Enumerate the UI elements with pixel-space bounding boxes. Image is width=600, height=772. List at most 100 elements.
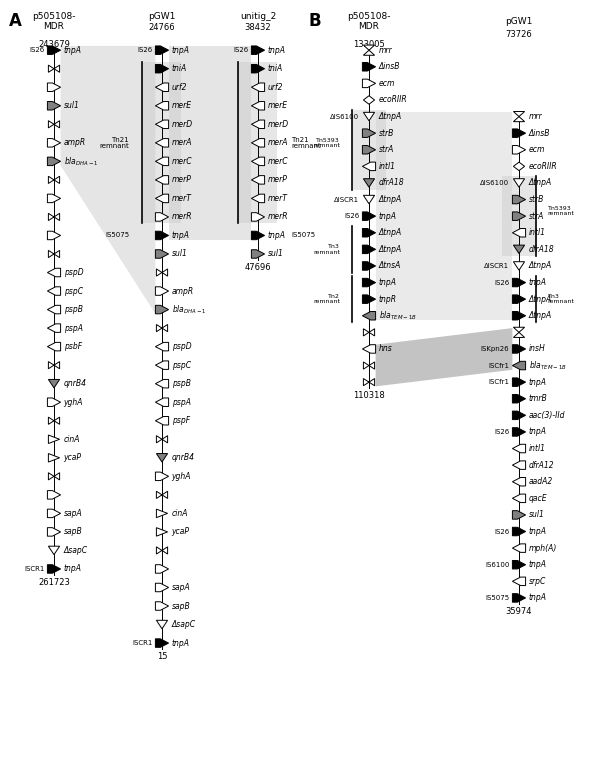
Text: tnpA: tnpA	[64, 46, 82, 55]
Text: tnpA: tnpA	[172, 46, 190, 55]
Text: pspD: pspD	[172, 342, 191, 351]
Text: ΔtnpA: ΔtnpA	[379, 245, 402, 254]
Text: mrr: mrr	[379, 46, 392, 55]
Text: ΔIS6100: ΔIS6100	[480, 180, 509, 186]
Text: 15: 15	[157, 652, 167, 662]
Text: pspB: pspB	[64, 305, 83, 314]
Polygon shape	[155, 398, 169, 406]
Text: strA: strA	[379, 145, 394, 154]
Text: pGW1: pGW1	[505, 17, 533, 26]
Text: ISCfr1: ISCfr1	[488, 363, 509, 368]
Text: urf2: urf2	[172, 83, 187, 92]
Text: 47696: 47696	[245, 263, 271, 273]
FancyBboxPatch shape	[502, 176, 536, 256]
Text: strB: strB	[379, 129, 394, 137]
Text: $bla_{DHA-1}$: $bla_{DHA-1}$	[172, 303, 206, 316]
Text: Tn3
remnant: Tn3 remnant	[313, 244, 340, 255]
Polygon shape	[251, 157, 265, 165]
Polygon shape	[47, 287, 61, 295]
Text: tnpA: tnpA	[172, 638, 190, 648]
Text: A: A	[9, 12, 22, 29]
Text: strA: strA	[529, 212, 544, 221]
Text: IS26: IS26	[137, 47, 152, 53]
Text: tnpA: tnpA	[64, 564, 82, 574]
Text: intl1: intl1	[529, 229, 545, 237]
Polygon shape	[512, 577, 526, 585]
FancyBboxPatch shape	[143, 62, 181, 223]
Text: ecm: ecm	[379, 79, 395, 88]
Polygon shape	[512, 511, 526, 519]
Polygon shape	[47, 398, 61, 406]
Polygon shape	[362, 212, 376, 220]
Polygon shape	[49, 176, 59, 184]
Text: urf2: urf2	[268, 83, 283, 92]
Text: IS26: IS26	[233, 47, 248, 53]
FancyBboxPatch shape	[352, 110, 386, 189]
Polygon shape	[512, 477, 526, 486]
Text: aac(3)-IId: aac(3)-IId	[529, 411, 565, 420]
Text: IS26: IS26	[344, 213, 359, 219]
Polygon shape	[155, 212, 169, 221]
Text: merA: merA	[268, 138, 288, 147]
Text: sul1: sul1	[529, 510, 544, 520]
Polygon shape	[512, 361, 526, 370]
Polygon shape	[512, 461, 526, 469]
Text: tniA: tniA	[268, 64, 283, 73]
Polygon shape	[155, 231, 169, 239]
Text: unitig_2: unitig_2	[240, 12, 276, 21]
Text: merC: merC	[268, 157, 288, 166]
Polygon shape	[364, 45, 374, 50]
Polygon shape	[514, 332, 524, 337]
Polygon shape	[49, 250, 59, 258]
Polygon shape	[47, 491, 61, 499]
Polygon shape	[47, 83, 61, 91]
Text: ΔinsB: ΔinsB	[379, 63, 400, 71]
Polygon shape	[47, 528, 61, 536]
Polygon shape	[362, 344, 376, 353]
Text: merE: merE	[268, 101, 288, 110]
Text: merP: merP	[268, 175, 287, 185]
Polygon shape	[49, 435, 59, 443]
Text: ycaP: ycaP	[172, 527, 190, 537]
Polygon shape	[47, 46, 61, 54]
Polygon shape	[364, 378, 374, 386]
Text: ecm: ecm	[529, 145, 545, 154]
Polygon shape	[157, 491, 167, 499]
Text: $bla_{TEM-1B}$: $bla_{TEM-1B}$	[379, 310, 417, 322]
Text: $bla_{TEM-1B}$: $bla_{TEM-1B}$	[529, 359, 567, 372]
Text: tmrB: tmrB	[529, 394, 547, 403]
Polygon shape	[47, 231, 61, 239]
Polygon shape	[155, 138, 169, 147]
Polygon shape	[155, 416, 169, 425]
Text: qnrB4: qnrB4	[64, 379, 86, 388]
Text: p505108-
MDR: p505108- MDR	[32, 12, 76, 31]
Polygon shape	[155, 175, 169, 184]
Text: Tn2
remnant: Tn2 remnant	[313, 294, 340, 304]
Polygon shape	[362, 278, 376, 286]
Polygon shape	[362, 262, 376, 270]
Text: pspA: pspA	[172, 398, 191, 407]
Text: tnpA: tnpA	[172, 231, 190, 240]
Text: ΔtnpA: ΔtnpA	[529, 311, 552, 320]
Polygon shape	[364, 50, 374, 56]
Polygon shape	[49, 361, 59, 369]
Text: ΔsapC: ΔsapC	[172, 620, 196, 629]
Text: yghA: yghA	[64, 398, 83, 407]
Polygon shape	[155, 64, 169, 73]
Polygon shape	[512, 411, 526, 419]
Text: merT: merT	[172, 194, 191, 203]
Text: ΔISCR1: ΔISCR1	[484, 263, 509, 269]
Text: merR: merR	[172, 212, 192, 222]
Polygon shape	[157, 620, 167, 628]
Polygon shape	[512, 295, 526, 303]
Polygon shape	[512, 527, 526, 536]
Polygon shape	[362, 245, 376, 253]
Text: Tn21
remnant: Tn21 remnant	[99, 137, 129, 149]
Polygon shape	[364, 96, 374, 104]
Polygon shape	[362, 79, 376, 87]
Text: merE: merE	[172, 101, 192, 110]
Polygon shape	[155, 306, 169, 313]
Polygon shape	[47, 306, 61, 313]
Polygon shape	[157, 269, 167, 276]
Text: ISCR1: ISCR1	[24, 566, 44, 572]
